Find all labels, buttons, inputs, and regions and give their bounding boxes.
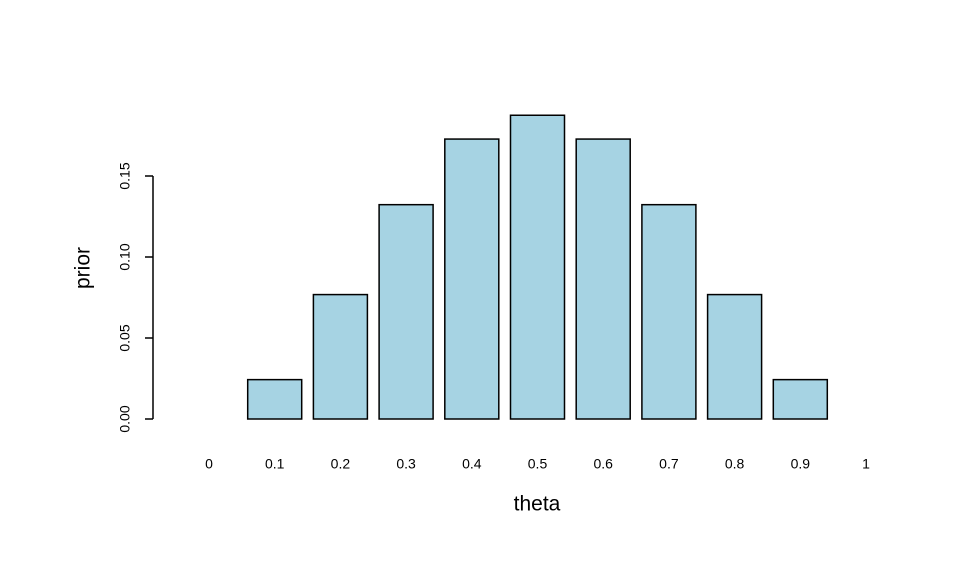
x-tick-label: 0.6 [593, 456, 613, 472]
bar [378, 203, 434, 420]
x-tick-label: 0.3 [396, 456, 416, 472]
x-tick-label: 0.8 [725, 456, 745, 472]
x-tick-label: 0.4 [462, 456, 482, 472]
bar [444, 138, 500, 420]
bar [575, 138, 631, 420]
x-tick-label: 0.9 [791, 456, 811, 472]
y-tick-label: 0.00 [117, 405, 133, 432]
x-tick-label: 0.2 [331, 456, 351, 472]
bar [246, 378, 303, 420]
x-axis-label: theta [514, 493, 561, 516]
y-tick-label: 0.15 [117, 162, 133, 189]
bar [706, 293, 763, 420]
y-tick-label: 0.10 [117, 243, 133, 270]
x-tick-label: 0 [205, 456, 213, 472]
bar [772, 378, 829, 420]
y-tick-label: 0.05 [117, 324, 133, 351]
y-axis-label: prior [72, 247, 95, 289]
x-tick-label: 0.5 [528, 456, 548, 472]
x-tick-label: 0.7 [659, 456, 679, 472]
x-tick-label: 1 [862, 456, 870, 472]
bar [641, 203, 697, 420]
bar [509, 114, 566, 420]
bar [312, 293, 369, 420]
x-tick-label: 0.1 [265, 456, 285, 472]
